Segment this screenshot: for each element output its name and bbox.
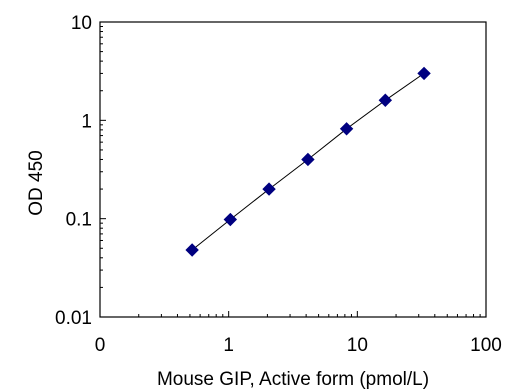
y-minor-ticks (100, 25, 103, 288)
data-point (301, 152, 315, 167)
y-tick-label: 1 (81, 111, 92, 132)
x-tick-label: 10 (347, 335, 368, 356)
x-tick-labels: 0 1 10 100 (95, 335, 502, 356)
data-point (378, 93, 393, 107)
data-point (339, 122, 354, 136)
data-points (185, 66, 431, 257)
plot-area (99, 21, 487, 318)
x-tick-label: 0 (95, 335, 106, 356)
y-tick-labels: 0.01 0.1 1 10 (55, 13, 92, 329)
x-axis-title: Mouse GIP, Active form (pmol/L) (157, 369, 429, 390)
data-point (417, 66, 431, 81)
data-point (262, 182, 276, 196)
x-minor-ticks (138, 314, 481, 317)
y-tick-label: 0.1 (66, 210, 92, 231)
data-point (223, 212, 238, 227)
y-axis-title: OD 450 (26, 150, 47, 215)
x-major-ticks (99, 311, 487, 317)
x-tick-label: 100 (470, 335, 502, 356)
y-tick-label: 0.01 (55, 308, 92, 329)
y-major-ticks (100, 21, 106, 318)
y-tick-label: 10 (71, 13, 92, 34)
data-point (185, 243, 199, 257)
x-tick-label: 1 (223, 335, 234, 356)
